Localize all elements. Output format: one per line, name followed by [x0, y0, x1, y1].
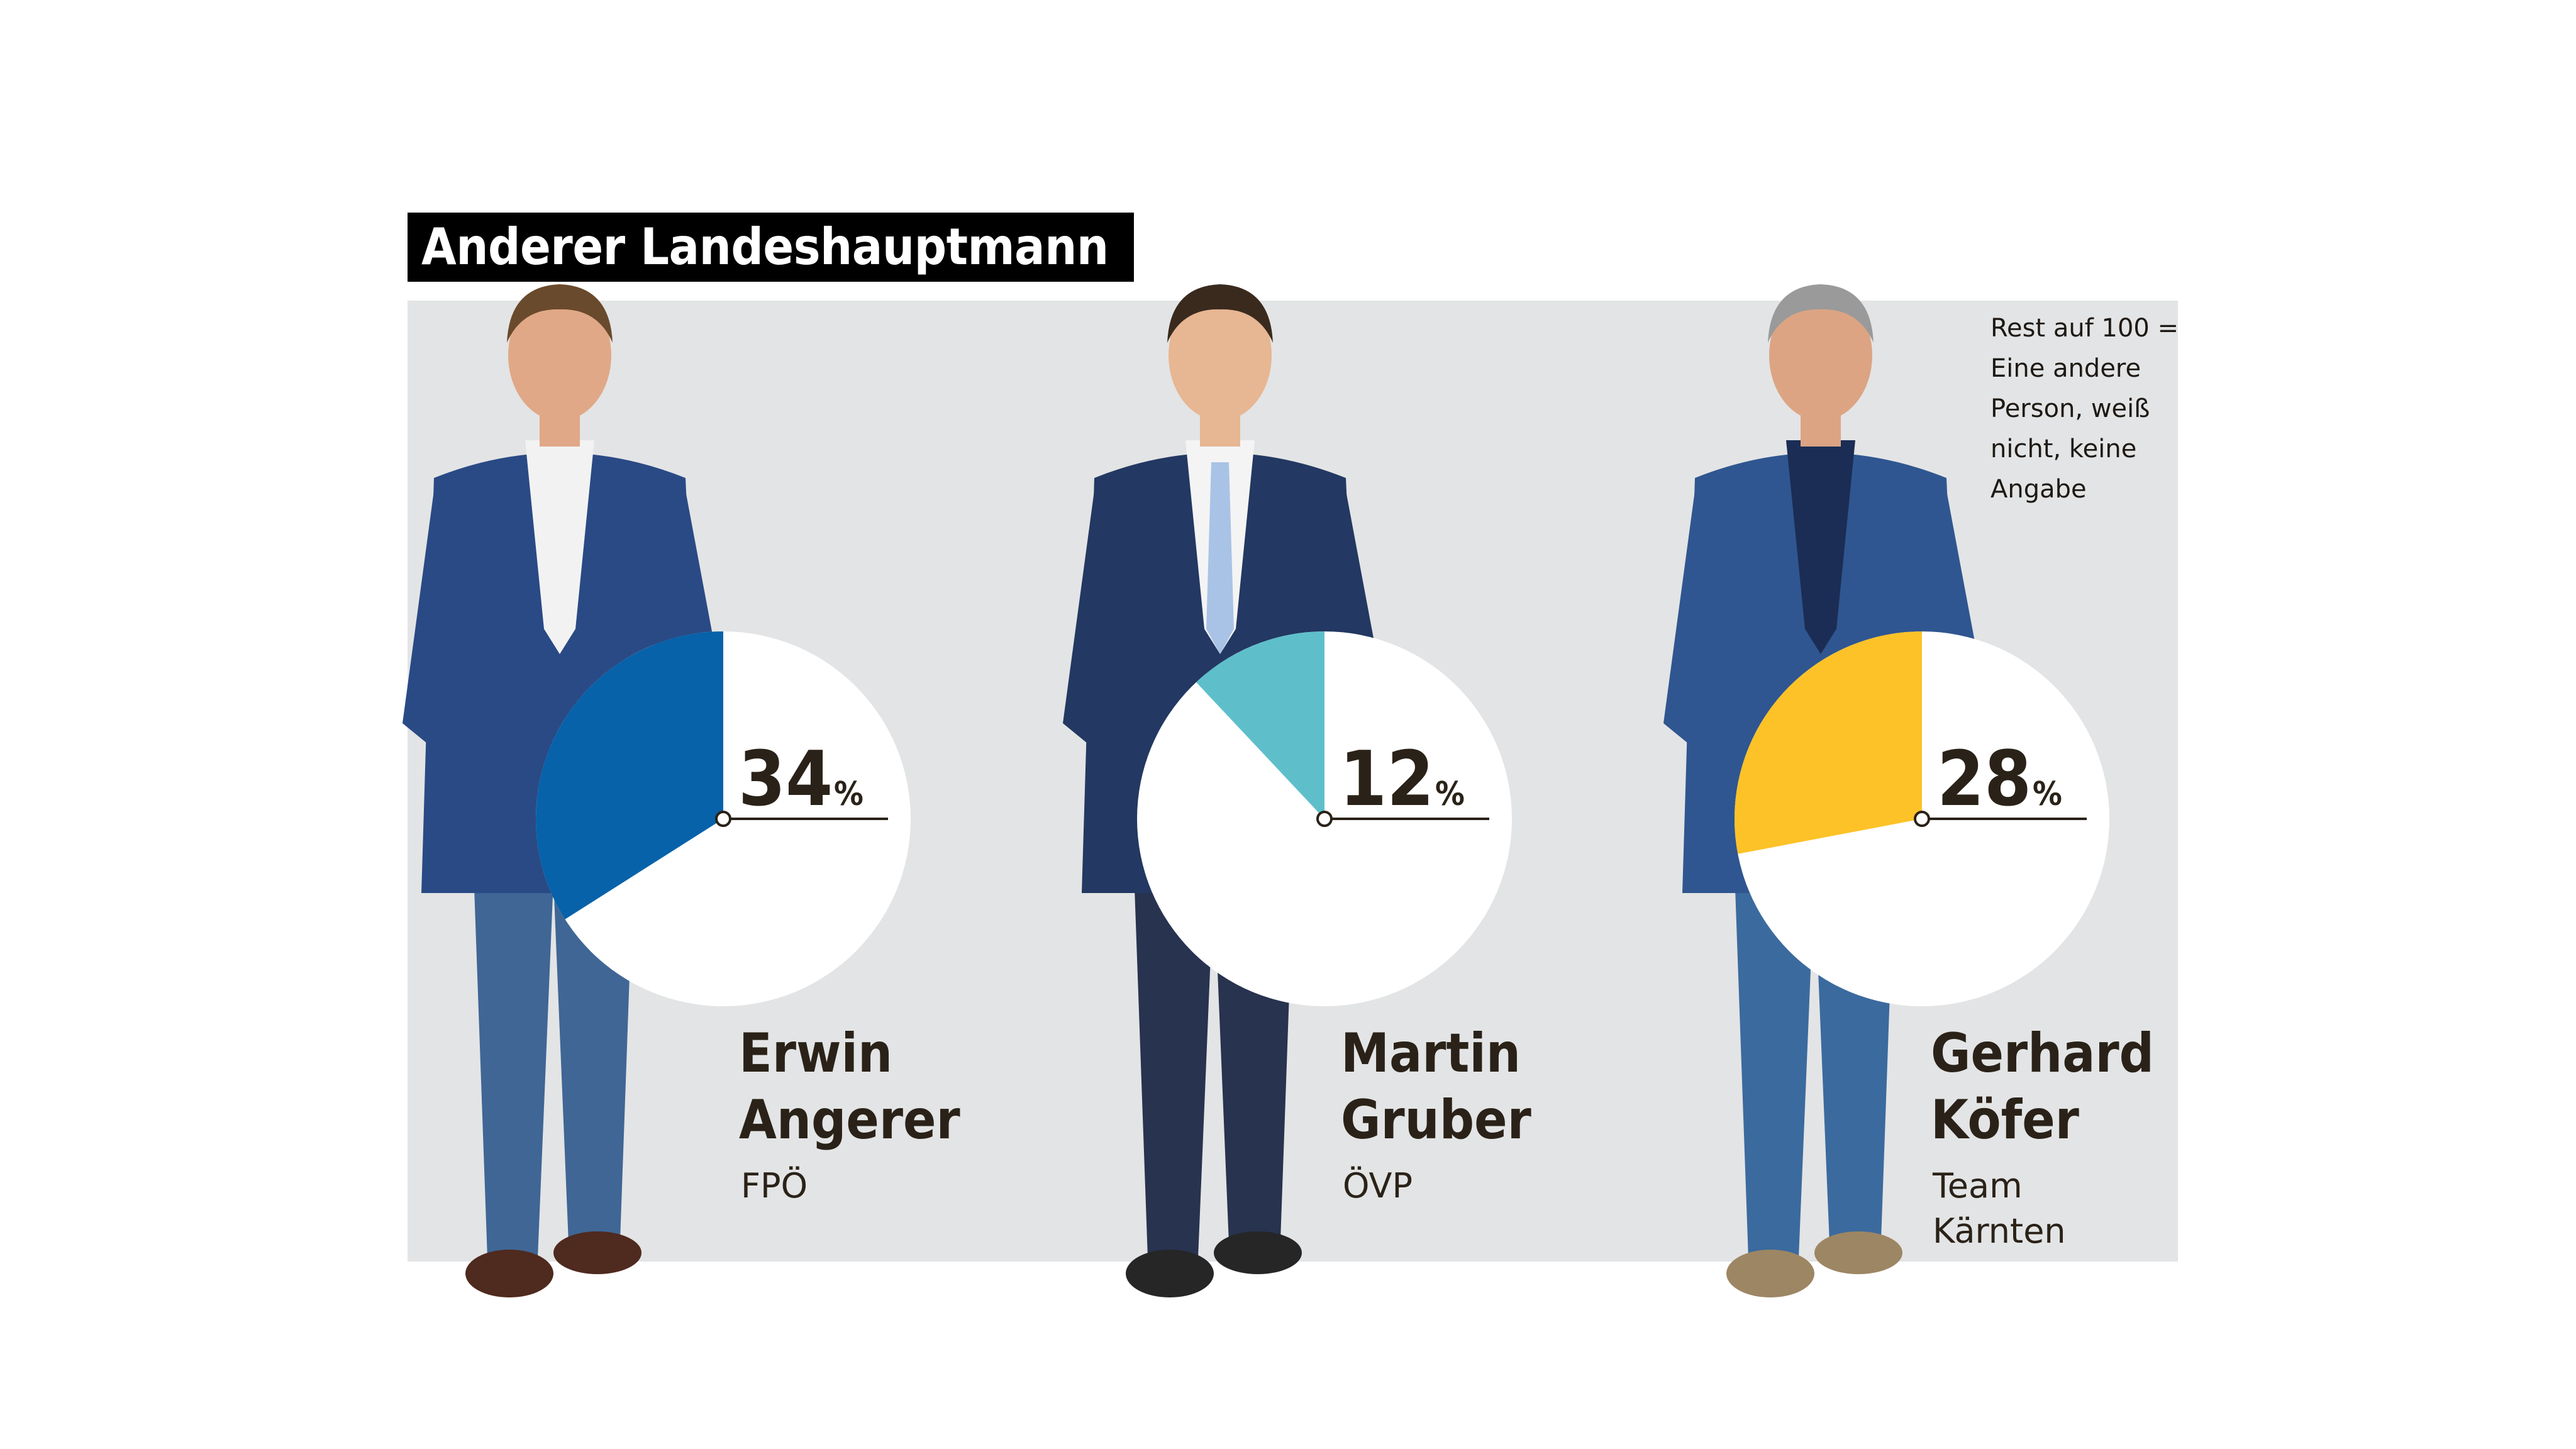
pie-slice — [535, 631, 723, 919]
pie-unit-label: % — [2033, 775, 2062, 813]
candidate-2-party: ÖVP — [1343, 1166, 1413, 1206]
pie-center-dot — [1914, 811, 1930, 827]
pie-value-label: 28 — [1937, 736, 2031, 823]
chart-title: Anderer Landeshauptmann — [408, 213, 1134, 282]
candidate-3-first-name: Gerhard — [1931, 1022, 2155, 1085]
pie-chart-1: 34% — [535, 631, 911, 1006]
candidate-3-party-line-2: Kärnten — [1933, 1211, 2066, 1251]
candidate-2-last-name: Gruber — [1341, 1089, 1531, 1152]
pie-value-label: 12 — [1340, 736, 1434, 823]
pie-slice — [1735, 631, 1922, 854]
pie-chart-3: 28% — [1735, 631, 2109, 1006]
candidate-1-first-name: Erwin — [739, 1022, 893, 1085]
pie-chart-2: 12% — [1137, 631, 1512, 1006]
pie-unit-label: % — [834, 775, 863, 813]
candidate-1-last-name: Angerer — [739, 1089, 960, 1152]
remainder-note: Rest auf 100 = Eine andere Person, weiß … — [1990, 314, 2179, 504]
candidate-2-first-name: Martin — [1341, 1022, 1521, 1085]
candidate-1-party: FPÖ — [741, 1166, 808, 1206]
pie-unit-label: % — [1435, 775, 1465, 813]
pie-slice — [1196, 631, 1324, 819]
pie-center-dot — [1316, 811, 1333, 827]
candidate-3-party-line-1: Team — [1933, 1166, 2023, 1206]
pie-value-label: 34 — [738, 736, 833, 823]
candidate-3-last-name: Köfer — [1931, 1089, 2079, 1152]
pie-center-dot — [715, 811, 731, 827]
